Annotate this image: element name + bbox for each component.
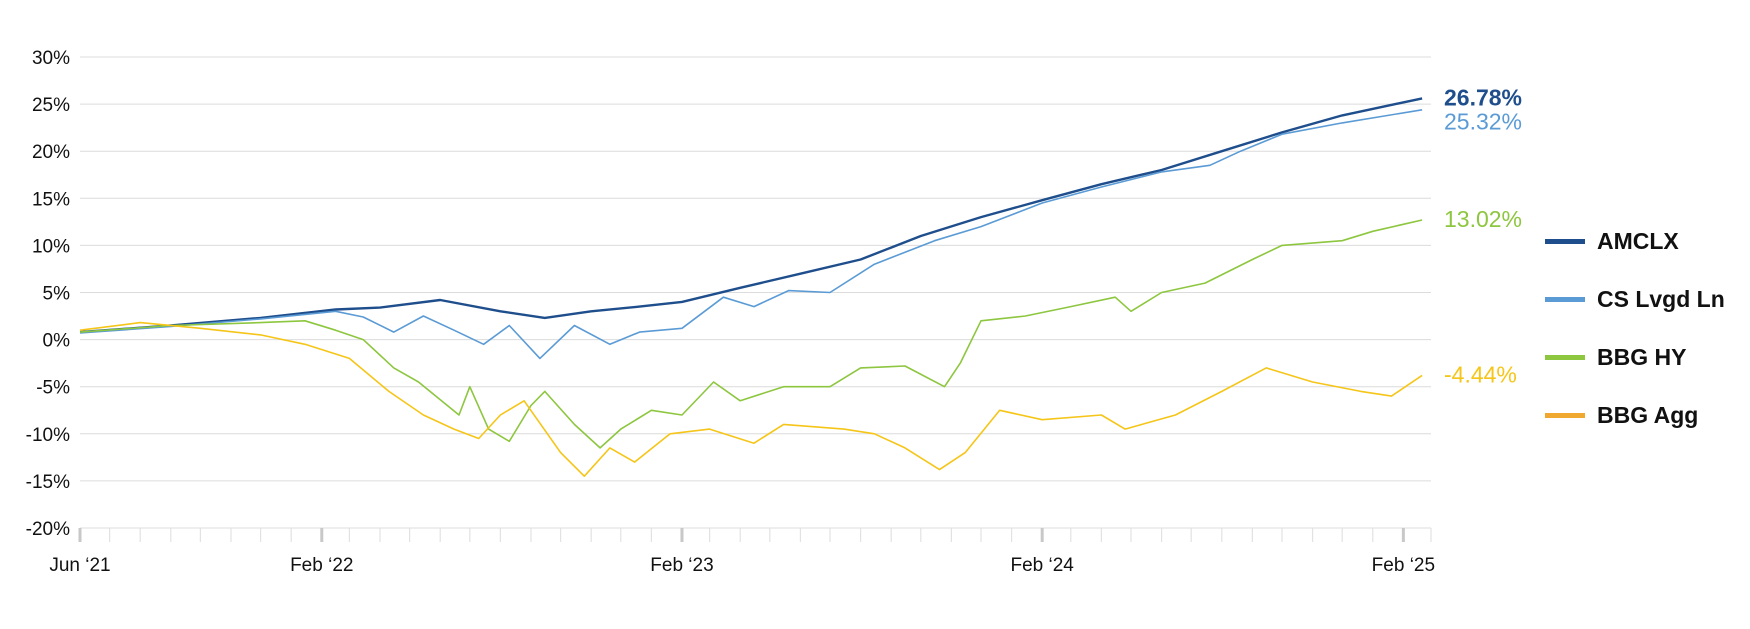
legend-item: BBG HY (1545, 328, 1725, 386)
y-tick-label: 20% (32, 142, 70, 163)
legend-label: CS Lvgd Ln (1597, 285, 1725, 312)
series-line-amclx (79, 97, 1423, 334)
y-tick-label: -20% (26, 519, 70, 540)
legend-swatch (1545, 296, 1585, 302)
y-tick-label: -5% (36, 378, 70, 399)
y-tick-label: 5% (43, 284, 71, 305)
legend: AMCLX CS Lvgd Ln BBG HY BBG Agg (1545, 212, 1725, 444)
end-value-label: 26.78% (1444, 84, 1522, 110)
series-line-cs-lvgd-ln (79, 109, 1423, 360)
y-tick-label: -10% (26, 425, 70, 446)
y-tick-label: 25% (32, 95, 70, 116)
series-line-bbg-hy (79, 219, 1423, 449)
y-tick-label: 10% (32, 236, 70, 257)
legend-item: AMCLX (1545, 212, 1725, 270)
legend-swatch (1545, 238, 1585, 244)
legend-label: BBG Agg (1597, 401, 1699, 428)
end-value-label: 25.32% (1444, 108, 1522, 134)
y-tick-label: -15% (26, 472, 70, 493)
series-line-bbg-agg (79, 321, 1423, 477)
x-tick-label: Feb ‘22 (290, 555, 353, 576)
y-tick-label: 0% (43, 331, 71, 352)
legend-swatch (1545, 412, 1585, 418)
x-tick-label: Jun ‘21 (49, 555, 110, 576)
x-tick-label: Feb ‘23 (650, 555, 713, 576)
x-tick-label: Feb ‘24 (1010, 555, 1074, 576)
end-value-label: -4.44% (1444, 361, 1517, 387)
y-tick-label: 30% (32, 48, 70, 69)
legend-swatch (1545, 354, 1585, 360)
legend-label: BBG HY (1597, 343, 1687, 370)
legend-item: CS Lvgd Ln (1545, 270, 1725, 328)
end-value-label: 13.02% (1444, 206, 1522, 232)
legend-item: BBG Agg (1545, 386, 1725, 444)
x-tick-label: Feb ‘25 (1372, 555, 1435, 576)
legend-label: AMCLX (1597, 227, 1679, 254)
y-tick-label: 15% (32, 189, 70, 210)
